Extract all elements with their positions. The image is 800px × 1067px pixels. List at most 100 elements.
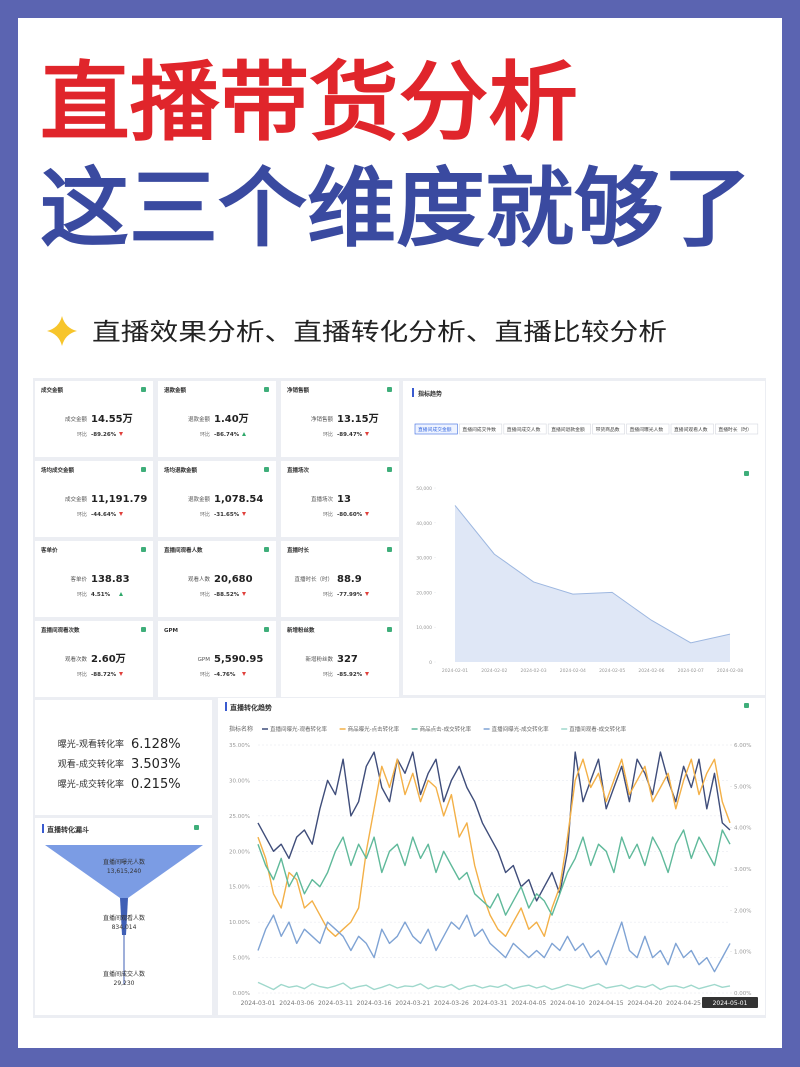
tab[interactable] [459,423,503,435]
card-title: 直播时长 [287,546,310,554]
metric-label: 直播场次 [311,495,334,503]
stage-value: 29,230 [114,980,135,987]
tab[interactable] [715,423,759,435]
legend-title: 指标名称 [229,725,253,733]
compare-label: 环比 [323,511,333,518]
compare-label: 环比 [200,431,210,438]
change-value: -88.52% [214,592,240,598]
panel-title: 直播转化漏斗 [47,825,89,834]
funnel-top [45,845,203,898]
card [35,461,153,537]
stage-label: 直播间成交人数 [103,970,145,978]
change-value: -77.99% [337,592,363,598]
card [281,381,399,457]
tab-label: 直播时长（时） [718,426,752,433]
y-tick-label: 35.00% [229,743,250,749]
compare-label: 环比 [323,591,333,598]
rate-label: 观看-成交转化率 [58,758,124,770]
metric-value: 88.9 [337,574,362,585]
x-tick-label: 2024-02-08 [717,668,743,674]
x-tick-label: 2024-05-01 [713,1000,748,1007]
title-line-2: 这三个维度就够了 [40,159,752,259]
x-tick-label: 2024-03-31 [473,1000,508,1007]
legend-label: 直播间曝光-成交转化率 [492,725,549,733]
export-icon [387,547,392,552]
stage-value: 13,615,240 [107,868,142,875]
metric-label: 新增粉丝数 [305,655,333,663]
x-tick-label: 2024-03-21 [395,1000,430,1007]
metric-label: 退款金额 [188,415,211,423]
compare-label: 环比 [77,431,87,438]
down-arrow [365,512,369,516]
y2-tick-label: 6.00% [734,743,751,749]
change-value: -88.72% [91,672,117,678]
export-icon [141,467,146,472]
card-title: 直播场次 [287,466,310,474]
series-line [257,751,731,902]
down-arrow [365,592,369,596]
y-tick-label: 20.00% [229,849,250,855]
stage-label: 直播间曝光人数 [103,858,145,866]
export-icon [194,825,199,830]
card [158,381,276,457]
tab-label: 直播间观看人数 [674,426,708,433]
series-line [257,829,731,916]
metric-value: 5,590.95 [214,654,263,665]
up-arrow [119,592,123,596]
x-tick-label: 2024-04-15 [589,1000,624,1007]
metric-label: 成交金额 [65,415,88,423]
y-tick-label: 0 [429,660,432,666]
metric-value: 14.55万 [91,413,133,425]
card-title: 净销售额 [287,386,310,394]
down-arrow [242,512,246,516]
legend-label: 直播间观看-成交转化率 [569,725,626,733]
star-icon [47,316,77,346]
change-value: -89.47% [337,432,363,438]
y-tick-label: 25.00% [229,814,250,820]
change-value: -4.76% [214,672,236,678]
tab[interactable] [414,423,458,435]
x-tick-label: 2024-04-05 [511,1000,546,1007]
subtitle: 直播效果分析、直播转化分析、直播比较分析 [92,318,667,346]
y-tick-label: 30,000 [416,556,432,562]
tab-label: 直播间成交金额 [418,426,452,433]
tab[interactable] [592,423,625,435]
card-title: 成交金额 [41,386,64,394]
export-icon [744,703,749,708]
compare-label: 环比 [200,511,210,518]
tab[interactable] [626,423,670,435]
card [158,541,276,617]
card-title: 直播间观看人数 [164,546,203,554]
tab[interactable] [670,423,714,435]
metric-value: 1.40万 [214,413,249,425]
rate-label: 曝光-观看转化率 [58,738,124,750]
x-tick-label: 2024-02-01 [442,668,468,674]
legend-label: 直播间曝光-观看转化率 [270,725,327,733]
y-tick-label: 10.00% [229,920,250,926]
card [158,621,276,697]
tooltip-box [702,997,758,1008]
x-tick-label: 2024-02-06 [638,668,664,674]
compare-label: 环比 [323,431,333,438]
tab[interactable] [547,423,591,435]
tab[interactable] [503,423,547,435]
y2-tick-label: 1.00% [734,950,751,956]
metric-value: 2.60万 [91,653,126,665]
compare-label: 环比 [200,591,210,598]
change-value: 4.51% [91,592,111,598]
x-tick-label: 2024-02-05 [599,668,625,674]
export-icon [744,471,749,476]
rate-value: 6.128% [131,737,181,752]
card [35,541,153,617]
y-tick-label: 5.00% [233,956,250,962]
series-line [257,914,731,973]
tab-label: 直播间退款金额 [551,426,585,433]
down-arrow [242,592,246,596]
y2-tick-label: 5.00% [734,784,751,790]
legend-label: 商品曝光-点击转化率 [348,725,400,733]
metric-value: 20,680 [214,574,253,585]
card-title: 场均退款金额 [164,466,198,474]
title-bar [42,824,44,833]
metric-value: 1,078.54 [214,494,263,505]
x-tick-label: 2024-04-10 [550,1000,585,1007]
